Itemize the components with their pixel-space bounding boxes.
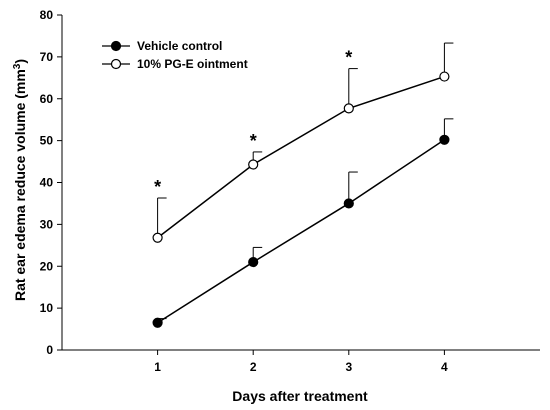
y-tick-label: 80 — [40, 8, 54, 22]
series-line-1 — [157, 139, 445, 324]
data-point — [152, 232, 163, 243]
y-tick-label: 30 — [40, 217, 54, 231]
y-tick-label: 20 — [40, 259, 54, 273]
y-tick-label: 40 — [40, 176, 54, 190]
data-point — [248, 256, 259, 268]
data-point — [343, 198, 354, 209]
x-tick-label: 2 — [250, 360, 257, 374]
legend-label: 10% PG-E ointment — [137, 57, 248, 71]
axes: 0 10 20 30 40 50 60 70 80 1 2 3 4 — [40, 8, 540, 374]
legend-marker — [110, 58, 122, 70]
data-point — [152, 317, 163, 328]
significance-star: * — [345, 48, 352, 68]
y-tick-label: 10 — [40, 301, 54, 315]
y-tick-label: 0 — [46, 343, 53, 357]
data-point — [343, 103, 354, 114]
data-point — [439, 134, 450, 145]
x-tick-label: 3 — [345, 360, 352, 374]
x-tick-label: 4 — [441, 360, 448, 374]
data-points — [152, 71, 450, 328]
y-tick-label: 60 — [40, 92, 54, 106]
series-lines — [157, 75, 445, 324]
data-point — [439, 71, 450, 82]
x-tick-label: 1 — [154, 360, 161, 374]
y-tick-label: 70 — [40, 50, 54, 64]
y-tick-label: 50 — [40, 134, 54, 148]
data-point — [248, 159, 259, 170]
y-axis-title: Rat ear edema reduce volume (mm3) — [12, 59, 28, 301]
annotations: * * * — [154, 48, 352, 197]
error-bars — [157, 42, 454, 323]
x-axis-title: Days after treatment — [232, 388, 368, 404]
significance-star: * — [154, 177, 161, 197]
series-line-2 — [157, 75, 445, 239]
legend: Vehicle control 10% PG-E ointment — [102, 39, 248, 71]
significance-star: * — [250, 131, 257, 151]
legend-marker — [110, 40, 122, 52]
legend-label: Vehicle control — [137, 39, 222, 53]
